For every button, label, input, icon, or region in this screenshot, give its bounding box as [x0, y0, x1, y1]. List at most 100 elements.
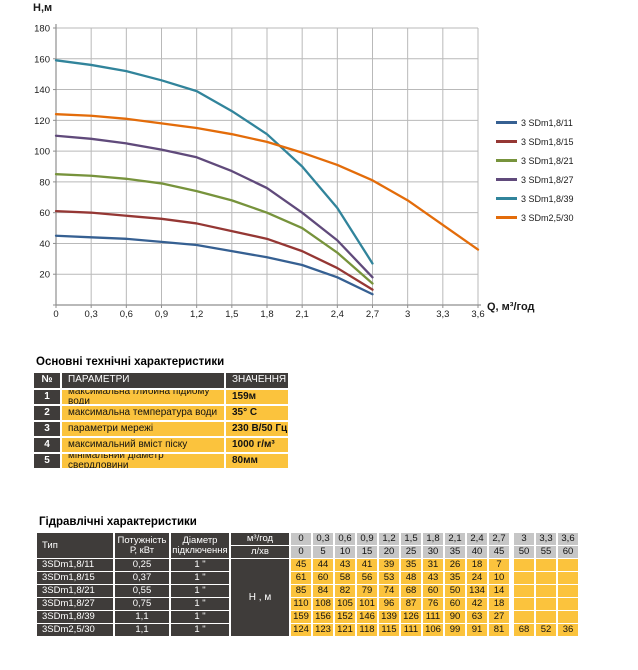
tech-header-value: ЗНАЧЕННЯ — [226, 373, 288, 388]
svg-text:120: 120 — [34, 116, 50, 127]
tech-header-row: № ПАРАМЕТРИ ЗНАЧЕННЯ — [34, 373, 290, 388]
hydraulic-data-row: 3SDm1,8/39 1,1 1 " 159 156 152 146 139 126 111 90 6… — [37, 611, 597, 623]
hyd-flow-m3h: 3 — [514, 533, 534, 545]
hyd-flow-lmin: 20 — [379, 546, 399, 558]
hyd-head-value: 156 — [313, 611, 333, 623]
x-axis-title: Q, м³/год — [487, 301, 535, 313]
hyd-head-value: 101 — [357, 598, 377, 610]
hyd-type: 3SDm1,8/21 — [37, 585, 113, 597]
hyd-head-value — [514, 585, 534, 597]
hyd-type: 3SDm2,5/30 — [37, 624, 113, 636]
hyd-flow-m3h: 3,3 — [536, 533, 556, 545]
hyd-flow-col: 0,3 5 — [313, 533, 333, 558]
hyd-power: 1,1 — [115, 611, 169, 623]
hyd-power: 1,1 — [115, 624, 169, 636]
svg-text:100: 100 — [34, 147, 50, 158]
hyd-head-value: 14 — [489, 585, 509, 597]
hyd-flow-col: 2,7 45 — [489, 533, 509, 558]
svg-text:2,1: 2,1 — [296, 309, 309, 320]
svg-text:3,3: 3,3 — [436, 309, 449, 320]
hyd-flow-col: 1,5 25 — [401, 533, 421, 558]
legend-swatch-icon — [496, 216, 517, 219]
hyd-head-value: 36 — [558, 624, 578, 636]
hyd-head-value: 42 — [467, 598, 487, 610]
hyd-head-value: 110 — [291, 598, 311, 610]
hyd-head-value: 44 — [313, 559, 333, 571]
hyd-head-value: 134 — [467, 585, 487, 597]
hyd-diameter: 1 " — [171, 585, 229, 597]
hyd-flow-col: 0,9 15 — [357, 533, 377, 558]
hyd-head-value — [514, 559, 534, 571]
hyd-head-value: 123 — [313, 624, 333, 636]
hyd-head-value: 90 — [445, 611, 465, 623]
hyd-flow-col: 3,6 60 — [558, 533, 578, 558]
svg-text:1,2: 1,2 — [190, 309, 203, 320]
legend-swatch-icon — [496, 178, 517, 181]
hyd-head-value: 10 — [489, 572, 509, 584]
legend-label: 3 SDm2,5/30 — [521, 212, 574, 223]
hyd-head-value — [558, 598, 578, 610]
hyd-header-type: Тип — [37, 533, 113, 558]
legend-swatch-icon — [496, 121, 517, 124]
hyd-flow-m3h: 2,1 — [445, 533, 465, 545]
hyd-flow-m3h: 1,8 — [423, 533, 443, 545]
tech-row-param: максимальна глибина підйому води — [62, 390, 224, 404]
tech-specs-table: № ПАРАМЕТРИ ЗНАЧЕННЯ 1 максимальна глибина п… — [34, 373, 290, 468]
svg-text:0,3: 0,3 — [85, 309, 98, 320]
hyd-flow-m3h: 0,9 — [357, 533, 377, 545]
hyd-head-value: 60 — [313, 572, 333, 584]
tech-row-param: максимальний вміст піску — [62, 438, 224, 452]
tech-row: 3 параметри мережі 230 В/50 Гц — [34, 422, 290, 436]
series-line-3-SDm1-8-15 — [54, 209, 374, 291]
hyd-head-value: 43 — [335, 559, 355, 571]
hyd-flow-col: 1,8 30 — [423, 533, 443, 558]
hyd-head-value: 26 — [445, 559, 465, 571]
hyd-unit-label-stack: м³/год л/хв — [231, 533, 289, 558]
legend-label: 3 SDm1,8/27 — [521, 174, 574, 185]
hyd-flow-m3h: 1,5 — [401, 533, 421, 545]
hyd-flow-m3h: 2,7 — [489, 533, 509, 545]
hyd-head-value: 56 — [357, 572, 377, 584]
hyd-flow-col: 3,3 55 — [536, 533, 556, 558]
tech-specs-title: Основні технічні характеристики — [36, 356, 225, 368]
hyd-flow-m3h: 1,2 — [379, 533, 399, 545]
tech-row-num: 5 — [34, 454, 60, 468]
hyd-head-value: 85 — [291, 585, 311, 597]
legend-item: 3 SDm1,8/15 — [496, 132, 574, 151]
svg-text:20: 20 — [39, 270, 50, 281]
hydraulic-section: Гідравлічні характеристики Тип Потужність… — [37, 516, 597, 637]
hyd-flow-m3h: 3,6 — [558, 533, 578, 545]
hyd-head-value — [514, 572, 534, 584]
hyd-type: 3SDm1,8/11 — [37, 559, 113, 571]
hyd-flow-lmin: 15 — [357, 546, 377, 558]
hyd-head-value: 27 — [489, 611, 509, 623]
hyd-head-value: 50 — [445, 585, 465, 597]
svg-text:2,7: 2,7 — [366, 309, 379, 320]
hyd-head-value: 79 — [357, 585, 377, 597]
hyd-head-value: 58 — [335, 572, 355, 584]
svg-text:0,6: 0,6 — [120, 309, 133, 320]
x-tick-labels: 0 0,3 0,6 0,9 1,2 1,5 1,8 2,1 2,4 2,7 3 3,3 3,6 — [53, 309, 484, 320]
hyd-head-value: 52 — [536, 624, 556, 636]
series-line-3-SDm1-8-27 — [54, 134, 374, 279]
hyd-head-value — [536, 611, 556, 623]
hyd-head-value: 41 — [357, 559, 377, 571]
hyd-diameter: 1 " — [171, 598, 229, 610]
hydraulic-data-row: 3SDm1,8/11 0,25 1 " 45 44 43 41 39 35 31 26 18 7 — [37, 559, 597, 571]
tech-row-value: 80мм — [226, 454, 288, 468]
tech-row-num: 4 — [34, 438, 60, 452]
legend-swatch-icon — [496, 140, 517, 143]
legend-item: 3 SDm1,8/21 — [496, 151, 574, 170]
hyd-head-value — [536, 585, 556, 597]
hyd-type: 3SDm1,8/27 — [37, 598, 113, 610]
svg-text:160: 160 — [34, 54, 50, 65]
tech-row-num: 3 — [34, 422, 60, 436]
hyd-power: 0,55 — [115, 585, 169, 597]
svg-text:3: 3 — [405, 309, 410, 320]
tech-row-param: мінімальний діаметр свердловини — [62, 454, 224, 468]
hyd-head-value: 124 — [291, 624, 311, 636]
hyd-flow-lmin: 0 — [291, 546, 311, 558]
hyd-head-value: 91 — [467, 624, 487, 636]
